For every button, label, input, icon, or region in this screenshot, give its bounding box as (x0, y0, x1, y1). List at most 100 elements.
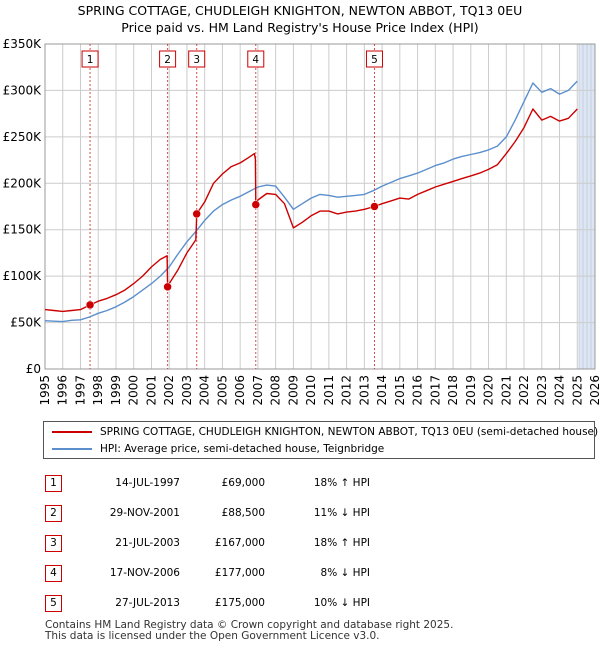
row-hpi: 18% ↑ HPI (313, 477, 370, 489)
sale-point (163, 282, 172, 292)
sale-label-box (81, 50, 99, 68)
y-tick-label: £250K (3, 130, 43, 144)
x-tick-label: 2019 (464, 375, 478, 406)
x-tick-label: 2007 (251, 375, 265, 406)
x-tick-label: 2004 (198, 375, 212, 406)
legend-label-hpi: HPI: Average price, semi-detached house,… (100, 443, 385, 455)
x-tick-label: 2000 (127, 375, 141, 406)
x-axis-ticks: 1995 1996 1997 1998 1999 2000 2001 2002 2003 2004… (38, 375, 600, 406)
x-tick-label: 2012 (340, 375, 354, 406)
table-row: 2 29-NOV-2001 £88,500 11% ↓ HPI (45, 504, 565, 524)
future-shading (45, 44, 595, 369)
legend-swatch-price (52, 431, 92, 433)
x-tick-label: 2024 (553, 375, 567, 406)
row-price: £175,000 (214, 597, 265, 609)
table-row: 3 21-JUL-2003 £167,000 18% ↑ HPI (45, 534, 565, 554)
sale-label-box (247, 50, 265, 68)
row-hpi: 18% ↑ HPI (313, 537, 370, 549)
x-tick-label: 2001 (144, 375, 158, 406)
price-chart: 1 2 3 4 5 £0 £50K £100K £150K £200K £250K £300K £35… (3, 37, 600, 406)
x-tick-label: 2026 (588, 375, 600, 406)
y-tick-label: £350K (3, 37, 43, 51)
x-tick-label: 2017 (428, 375, 442, 406)
sale-point (192, 209, 201, 219)
x-tick-label: 2023 (535, 375, 549, 406)
x-tick-label: 2014 (375, 375, 389, 406)
table-row: 1 14-JUL-1997 £69,000 18% ↑ HPI (45, 474, 565, 494)
sale-label: 4 (252, 54, 259, 66)
row-price: £177,000 (214, 567, 265, 579)
x-tick-label: 2008 (269, 375, 283, 406)
row-number-badge: 2 (45, 505, 62, 522)
table-row: 4 17-NOV-2006 £177,000 8% ↓ HPI (45, 564, 565, 584)
row-date: 21-JUL-2003 (115, 537, 180, 549)
table-row: 5 27-JUL-2013 £175,000 10% ↓ HPI (45, 594, 565, 614)
x-tick-label: 2005 (215, 375, 229, 406)
x-tick-label: 1997 (73, 375, 87, 406)
row-date: 14-JUL-1997 (115, 477, 180, 489)
x-tick-label: 2011 (322, 375, 336, 406)
footer: Contains HM Land Registry data © Crown c… (45, 620, 453, 642)
x-tick-label: 2025 (570, 375, 584, 406)
legend-label-price: SPRING COTTAGE, CHUDLEIGH KNIGHTON, NEWT… (100, 426, 599, 438)
x-tick-label: 2002 (162, 375, 176, 406)
sale-label: 2 (164, 54, 171, 66)
row-number-badge: 3 (45, 535, 62, 552)
x-tick-label: 2010 (304, 375, 318, 406)
y-tick-label: £0 (26, 362, 41, 376)
sale-point (85, 300, 95, 310)
chart-title-line2: Price paid vs. HM Land Registry's House … (121, 20, 479, 35)
row-price: £167,000 (214, 537, 265, 549)
sale-label-box (365, 50, 383, 68)
row-number-badge: 5 (45, 595, 62, 612)
x-tick-label: 1995 (38, 375, 52, 406)
row-price: £88,500 (221, 507, 265, 519)
x-tick-label: 1998 (91, 375, 105, 406)
row-number-badge: 4 (45, 565, 62, 582)
x-tick-label: 2015 (393, 375, 407, 406)
row-number-badge: 1 (45, 475, 62, 492)
x-tick-label: 2006 (233, 375, 247, 406)
footer-licence: This data is licensed under the Open Gov… (45, 630, 380, 642)
sale-point (370, 202, 379, 211)
x-tick-label: 2022 (517, 375, 531, 406)
row-date: 17-NOV-2006 (109, 567, 180, 579)
x-tick-label: 2016 (411, 375, 425, 406)
price-paid-line (44, 108, 578, 313)
plot-border (44, 43, 596, 370)
x-tick-label: 2018 (446, 375, 460, 406)
y-tick-label: £300K (3, 83, 43, 97)
y-tick-label: £100K (3, 269, 43, 283)
row-hpi: 11% ↓ HPI (313, 507, 370, 519)
x-tick-label: 2013 (357, 375, 371, 406)
x-tick-label: 2003 (180, 375, 194, 406)
plot-area (45, 44, 595, 369)
sale-label: 5 (371, 54, 378, 66)
row-hpi: 8% ↓ HPI (320, 567, 370, 579)
row-date: 27-JUL-2013 (115, 597, 180, 609)
row-date: 29-NOV-2001 (109, 507, 180, 519)
x-tick-label: 2009 (286, 375, 300, 406)
footer-copyright: Contains HM Land Registry data © Crown c… (45, 619, 454, 631)
hpi-line (44, 80, 578, 323)
legend: SPRING COTTAGE, CHUDLEIGH KNIGHTON, NEWT… (43, 421, 599, 459)
sale-label: 1 (87, 54, 94, 66)
chart-title: SPRING COTTAGE, CHUDLEIGH KNIGHTON, NEWT… (0, 2, 600, 36)
sale-labels: 1 2 3 4 5 (81, 50, 383, 68)
sale-label-box (159, 50, 177, 68)
y-tick-label: £150K (3, 223, 43, 237)
sale-label: 3 (193, 54, 200, 66)
y-tick-label: £50K (10, 316, 42, 330)
sale-point (251, 200, 261, 209)
series-lines (44, 80, 578, 323)
x-tick-label: 1996 (56, 375, 70, 406)
legend-swatch-hpi (52, 448, 92, 450)
x-tick-label: 1999 (109, 375, 123, 406)
y-axis-ticks: £0 £50K £100K £150K £200K £250K £300K £350K (3, 37, 43, 376)
sale-points (85, 200, 379, 310)
sale-label-box (188, 50, 206, 68)
y-tick-label: £200K (3, 176, 43, 190)
grid (44, 43, 596, 370)
x-tick-label: 2021 (499, 375, 513, 406)
row-hpi: 10% ↓ HPI (313, 597, 370, 609)
